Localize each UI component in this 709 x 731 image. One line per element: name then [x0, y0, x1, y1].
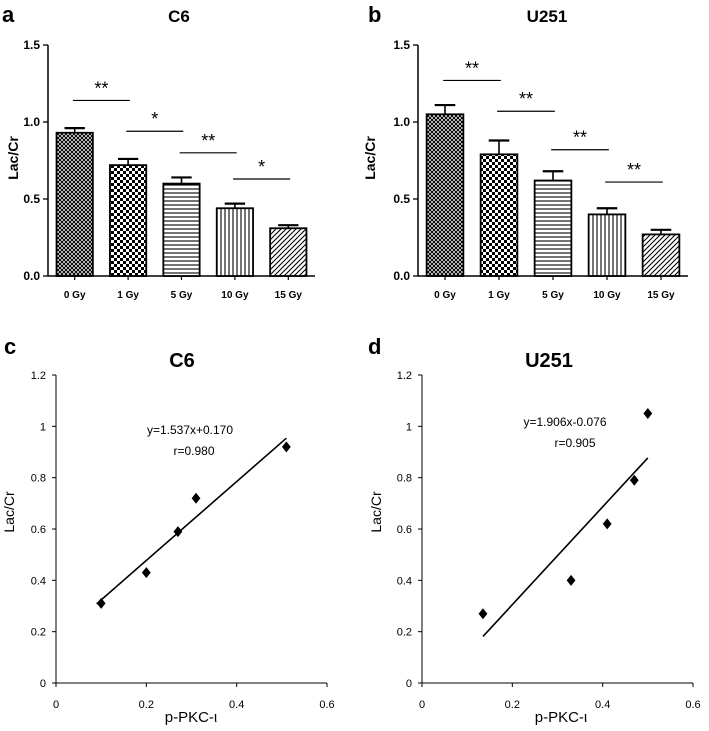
plot-area: 0.0 0.5 1.0 1.5 0 Gy 1 Gy 5 Gy 10 Gy 15 Gy ** ** **… [393, 38, 688, 301]
x-tick-label: 0.6 [319, 699, 334, 711]
chart-title: U251 [527, 7, 568, 26]
y-tick-label: 0.6 [31, 524, 46, 536]
y-tick-label: 0 [40, 678, 46, 690]
plot-area: 0 0.2 0.4 0.6 0.8 1 1.2 0 0.2 0.4 0.6 [397, 370, 701, 711]
scatter-chart-u251: U251 Lac/Cr p-PKC-ι y=1.906x-0.076 r=0.9… [368, 350, 701, 726]
bar [479, 153, 519, 277]
y-axis-label: Lac/Cr [1, 491, 17, 533]
significance-label: ** [465, 58, 479, 78]
scatter-chart-c6: C6 Lac/Cr p-PKC-ι y=1.537x+0.170 r=0.980… [1, 350, 335, 726]
x-tick-label: 5 Gy [542, 290, 564, 301]
significance-label: ** [519, 89, 533, 109]
data-point [629, 474, 639, 486]
y-tick-label: 1.5 [23, 38, 40, 52]
x-tick-label: 0.4 [595, 699, 610, 711]
x-tick-label: 0 Gy [434, 290, 456, 301]
y-axis-label: Lac/Cr [5, 136, 21, 180]
y-tick-label: 1.5 [393, 38, 410, 52]
x-tick-label: 1 Gy [117, 290, 139, 301]
y-tick-label: 1 [40, 421, 46, 433]
significance-label: * [151, 109, 158, 129]
x-tick-label: 0.4 [229, 699, 244, 711]
panel-letter-b: b [368, 2, 381, 27]
y-tick-label: 0.2 [397, 627, 412, 639]
regression-equation: y=1.906x-0.076 [523, 415, 606, 429]
correlation-coefficient: r=0.980 [173, 444, 214, 458]
y-tick-label: 0.0 [393, 269, 410, 283]
data-point [191, 492, 201, 504]
y-tick-label: 0.5 [23, 192, 40, 206]
regression-line [482, 457, 649, 638]
x-tick-label: 0.6 [685, 699, 700, 711]
data-point [566, 574, 576, 586]
bar [587, 213, 627, 277]
panel-letter-a: a [2, 2, 15, 27]
y-tick-label: 0.5 [393, 192, 410, 206]
panel-letter-d: d [368, 334, 381, 359]
x-axis-label: p-PKC-ι [535, 709, 588, 726]
x-tick-label: 0.2 [139, 699, 154, 711]
y-axis-label: Lac/Cr [368, 491, 384, 533]
bar [109, 164, 148, 277]
regression-equation: y=1.537x+0.170 [147, 423, 233, 437]
data-point [96, 597, 106, 609]
regression-line [96, 437, 287, 605]
y-tick-label: 0.0 [23, 269, 40, 283]
chart-title: C6 [168, 7, 190, 26]
bar [55, 131, 94, 277]
data-point [173, 526, 183, 538]
x-tick-label: 1 Gy [488, 290, 510, 301]
bar [269, 227, 308, 277]
panel-letter-c: c [4, 334, 16, 359]
data-point [281, 441, 291, 453]
chart-title: U251 [525, 350, 573, 372]
y-tick-label: 1.2 [397, 370, 412, 382]
bar [641, 233, 681, 277]
bar [162, 182, 201, 277]
bar [425, 113, 465, 277]
y-tick-label: 1.0 [393, 115, 410, 129]
y-tick-label: 0 [406, 678, 412, 690]
x-tick-label: 10 Gy [221, 290, 249, 301]
bar-chart-c6: C6 Lac/Cr 0.0 0.5 1.0 1.5 0 Gy 1 Gy 5 Gy 10 Gy 1… [5, 7, 315, 301]
plot-area: 0 0.2 0.4 0.6 0.8 1 1.2 0 0.2 0.4 0.6 [31, 370, 335, 711]
x-axis-label: p-PKC-ι [165, 709, 218, 726]
chart-title: C6 [169, 350, 195, 372]
x-tick-label: 5 Gy [171, 290, 193, 301]
plot-area: 0.00.51.01.50 Gy 1 Gy 5 Gy 10 Gy 15 Gy****** [23, 38, 315, 301]
y-tick-label: 0.8 [31, 473, 46, 485]
data-point [602, 518, 612, 530]
significance-label: * [258, 157, 265, 177]
y-tick-label: 0.4 [397, 575, 412, 587]
y-tick-label: 0.6 [397, 524, 412, 536]
y-tick-label: 1 [406, 421, 412, 433]
y-tick-label: 1.0 [23, 115, 40, 129]
x-tick-label: 10 Gy [593, 290, 621, 301]
x-tick-label: 0.2 [505, 699, 520, 711]
y-tick-label: 0.4 [31, 575, 46, 587]
x-tick-label: 0 [53, 699, 59, 711]
y-tick-label: 0.8 [397, 473, 412, 485]
y-axis-label: Lac/Cr [362, 136, 378, 180]
bar [215, 207, 254, 277]
bar [533, 179, 573, 277]
x-tick-label: 0 [419, 699, 425, 711]
bar-chart-u251: U251 Lac/Cr 0.0 0.5 1.0 1.5 0 Gy 1 Gy 5 Gy 10 G… [362, 7, 688, 301]
x-tick-label: 15 Gy [275, 290, 303, 301]
x-tick-label: 15 Gy [647, 290, 675, 301]
significance-label: ** [573, 128, 587, 148]
correlation-coefficient: r=0.905 [554, 436, 595, 450]
significance-label: ** [627, 160, 641, 180]
data-point [478, 608, 488, 620]
significance-label: ** [201, 131, 215, 151]
y-tick-label: 0.2 [31, 627, 46, 639]
x-tick-label: 0 Gy [64, 290, 86, 301]
y-tick-label: 1.2 [31, 370, 46, 382]
data-point [141, 567, 151, 579]
significance-label: ** [94, 78, 108, 98]
data-point [643, 408, 653, 419]
